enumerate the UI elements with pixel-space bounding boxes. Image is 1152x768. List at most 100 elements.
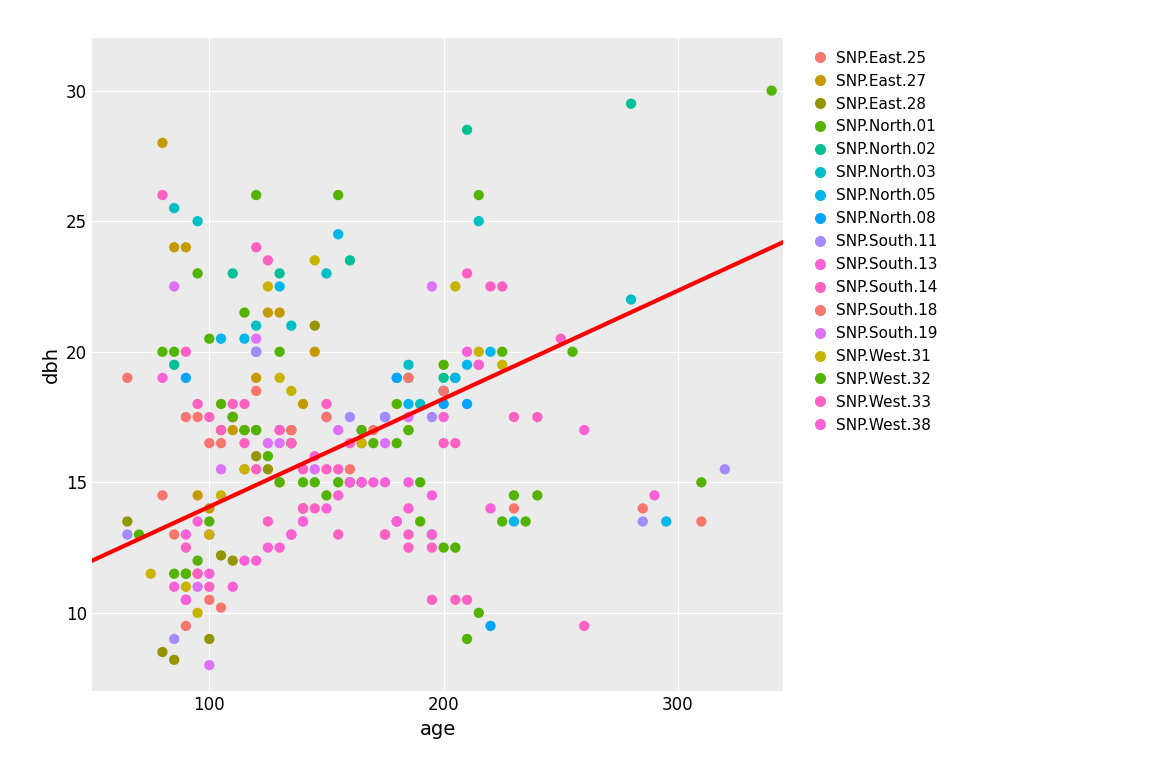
Point [223, 411, 242, 423]
Point [282, 528, 301, 541]
Point [176, 594, 195, 606]
Point [364, 424, 382, 436]
Point [329, 476, 348, 488]
Point [364, 437, 382, 449]
Point [387, 398, 406, 410]
Point [271, 372, 289, 384]
Point [212, 424, 230, 436]
Point [212, 463, 230, 475]
Point [400, 424, 418, 436]
Point [119, 515, 137, 528]
Point [176, 241, 195, 253]
Point [528, 411, 546, 423]
Point [353, 424, 371, 436]
Point [176, 594, 195, 606]
Point [223, 398, 242, 410]
Point [645, 489, 664, 502]
Point [223, 411, 242, 423]
Point [247, 385, 265, 397]
Point [434, 359, 453, 371]
Point [446, 280, 464, 293]
Point [341, 411, 359, 423]
Point [153, 189, 172, 201]
Point [235, 437, 253, 449]
Point [470, 607, 488, 619]
Point [271, 476, 289, 488]
Point [247, 450, 265, 462]
Point [505, 489, 523, 502]
Point [189, 215, 207, 227]
Point [446, 594, 464, 606]
Point [119, 372, 137, 384]
Point [189, 515, 207, 528]
Point [165, 528, 183, 541]
Point [470, 189, 488, 201]
Point [305, 502, 324, 515]
Point [189, 267, 207, 280]
Point [247, 319, 265, 332]
Point [423, 528, 441, 541]
Point [470, 359, 488, 371]
Point [305, 450, 324, 462]
Point [364, 476, 382, 488]
Point [176, 372, 195, 384]
Point [493, 515, 511, 528]
Point [400, 372, 418, 384]
Point [176, 594, 195, 606]
Point [470, 215, 488, 227]
Point [482, 346, 500, 358]
Point [470, 346, 488, 358]
Point [259, 541, 278, 554]
Point [247, 333, 265, 345]
Point [329, 189, 348, 201]
Point [259, 515, 278, 528]
Point [400, 541, 418, 554]
Point [329, 424, 348, 436]
Point [387, 372, 406, 384]
Point [423, 280, 441, 293]
X-axis label: age: age [419, 720, 456, 739]
Point [657, 515, 675, 528]
Point [271, 476, 289, 488]
Point [294, 515, 312, 528]
Point [400, 411, 418, 423]
Point [622, 293, 641, 306]
Point [305, 463, 324, 475]
Point [470, 359, 488, 371]
Point [153, 346, 172, 358]
Point [552, 333, 570, 345]
Point [387, 515, 406, 528]
Point [200, 528, 219, 541]
Point [505, 411, 523, 423]
Point [329, 489, 348, 502]
Point [212, 424, 230, 436]
Point [247, 346, 265, 358]
Point [434, 398, 453, 410]
Point [282, 424, 301, 436]
Point [353, 424, 371, 436]
Point [212, 398, 230, 410]
Point [294, 476, 312, 488]
Point [223, 554, 242, 567]
Point [376, 437, 394, 449]
Point [482, 280, 500, 293]
Point [294, 502, 312, 515]
Point [400, 528, 418, 541]
Point [165, 654, 183, 666]
Point [223, 411, 242, 423]
Point [563, 346, 582, 358]
Point [516, 515, 535, 528]
Point [400, 398, 418, 410]
Point [247, 424, 265, 436]
Point [575, 620, 593, 632]
Point [200, 594, 219, 606]
Point [223, 267, 242, 280]
Point [341, 254, 359, 266]
Point [176, 411, 195, 423]
Point [223, 424, 242, 436]
Point [457, 633, 476, 645]
Point [235, 306, 253, 319]
Point [341, 476, 359, 488]
Point [446, 372, 464, 384]
Point [634, 502, 652, 515]
